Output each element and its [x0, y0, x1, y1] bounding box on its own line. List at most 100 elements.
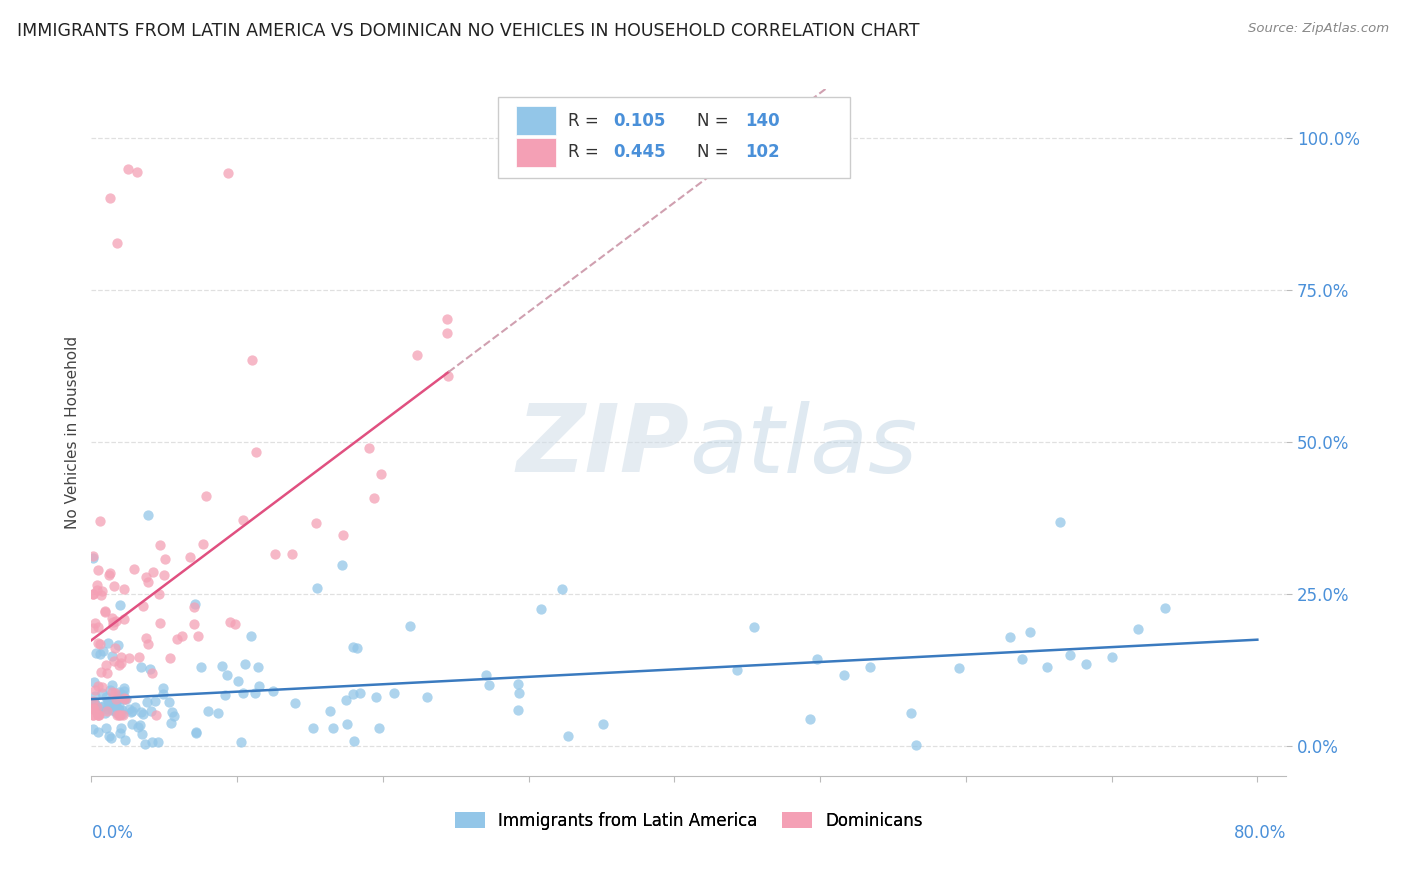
Point: [190, 660, 212, 674]
Point: [121, 704, 143, 718]
Point: [592, 717, 614, 731]
Point: [120, 705, 142, 719]
Point: [187, 629, 209, 643]
Point: [263, 547, 285, 561]
Point: [1074, 657, 1097, 671]
Point: [179, 550, 201, 565]
Point: [84, 646, 107, 660]
Point: [330, 558, 353, 573]
Point: [1153, 601, 1175, 615]
Point: [89, 514, 111, 528]
Point: [318, 704, 340, 718]
Point: [136, 508, 159, 522]
Point: [114, 691, 136, 706]
Text: ZIP: ZIP: [516, 401, 689, 492]
Point: [399, 619, 422, 633]
Point: [149, 538, 172, 552]
Point: [166, 632, 188, 646]
Point: [725, 663, 748, 677]
Point: [103, 641, 125, 656]
Point: [132, 707, 155, 722]
Point: [343, 734, 366, 748]
Point: [101, 617, 124, 632]
Point: [98, 566, 121, 581]
Point: [301, 721, 323, 735]
Point: [108, 703, 131, 717]
Point: [245, 445, 267, 459]
Point: [145, 708, 167, 723]
Point: [104, 686, 127, 700]
Point: [100, 698, 122, 712]
Point: [135, 570, 157, 584]
Point: [136, 695, 159, 709]
Point: [142, 565, 165, 579]
Point: [125, 165, 148, 179]
Point: [82, 587, 104, 601]
Point: [136, 574, 159, 589]
Point: [128, 718, 150, 732]
Point: [112, 582, 135, 596]
Point: [114, 733, 136, 747]
Y-axis label: No Vehicles in Household: No Vehicles in Household: [65, 336, 80, 529]
Point: [436, 312, 458, 326]
Point: [832, 667, 855, 681]
Point: [98, 190, 121, 204]
Point: [141, 735, 163, 749]
Point: [94, 706, 117, 720]
Point: [100, 703, 122, 717]
Point: [82, 551, 104, 566]
Point: [86, 578, 108, 592]
Point: [370, 467, 392, 481]
Point: [112, 683, 135, 698]
Point: [382, 686, 405, 700]
Point: [89, 708, 111, 723]
Point: [96, 704, 118, 718]
Point: [148, 615, 170, 630]
Point: [112, 692, 135, 706]
Point: [83, 674, 105, 689]
Point: [90, 588, 112, 602]
Point: [436, 368, 458, 383]
Point: [305, 516, 328, 530]
Point: [1011, 652, 1033, 666]
Point: [1059, 648, 1081, 662]
Point: [111, 703, 134, 717]
Point: [530, 601, 553, 615]
Point: [742, 620, 765, 634]
Point: [336, 717, 359, 731]
Point: [83, 615, 105, 630]
Point: [86, 699, 108, 714]
Point: [93, 604, 115, 618]
Point: [101, 684, 124, 698]
Point: [94, 605, 117, 619]
Point: [86, 563, 108, 577]
Point: [240, 353, 263, 368]
Point: [105, 706, 128, 720]
Point: [82, 700, 104, 714]
Point: [157, 695, 180, 709]
Point: [90, 686, 112, 700]
Point: [91, 644, 114, 658]
Point: [342, 640, 364, 655]
Point: [97, 568, 120, 582]
Point: [96, 636, 118, 650]
Text: R =: R =: [568, 144, 605, 161]
Text: 0.445: 0.445: [613, 144, 666, 161]
Point: [152, 681, 174, 695]
Point: [551, 582, 574, 597]
Point: [211, 658, 233, 673]
Point: [117, 162, 139, 177]
Point: [82, 702, 104, 716]
Point: [107, 702, 129, 716]
Point: [110, 721, 132, 735]
Point: [186, 724, 208, 739]
Point: [232, 513, 254, 527]
Legend: Immigrants from Latin America, Dominicans: Immigrants from Latin America, Dominican…: [449, 805, 929, 837]
Point: [135, 631, 157, 645]
Point: [82, 708, 104, 723]
Point: [163, 708, 186, 723]
Point: [100, 731, 122, 746]
Point: [86, 620, 108, 634]
Point: [904, 738, 927, 752]
Point: [131, 727, 153, 741]
